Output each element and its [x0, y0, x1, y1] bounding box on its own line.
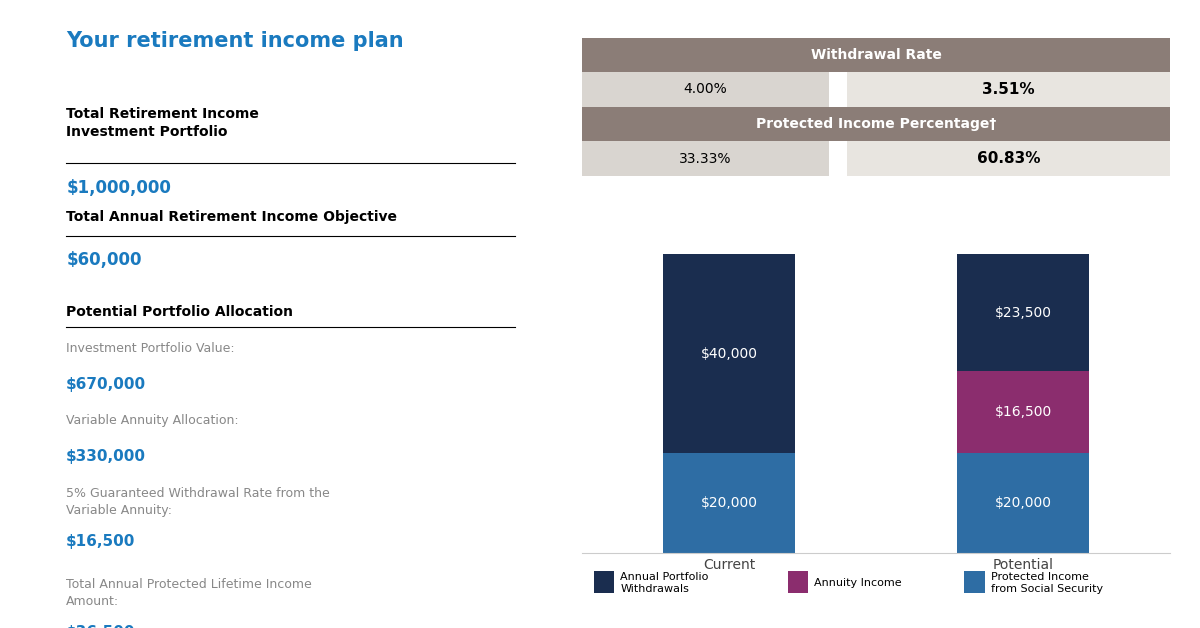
Text: Withdrawal Rate: Withdrawal Rate [810, 48, 942, 62]
FancyBboxPatch shape [847, 72, 1170, 107]
FancyBboxPatch shape [847, 141, 1170, 176]
FancyBboxPatch shape [594, 571, 614, 593]
FancyBboxPatch shape [582, 72, 829, 107]
Bar [956, 371, 1090, 453]
Bar [956, 254, 1090, 371]
Text: 3.51%: 3.51% [982, 82, 1034, 97]
FancyBboxPatch shape [787, 571, 809, 593]
Text: Potential Portfolio Allocation: Potential Portfolio Allocation [66, 305, 293, 318]
Text: Total Annual Protected Lifetime Income
Amount:: Total Annual Protected Lifetime Income A… [66, 578, 312, 608]
Bar [662, 453, 796, 553]
Bar [662, 254, 796, 453]
Text: Protected Income Percentage†: Protected Income Percentage† [756, 117, 996, 131]
FancyBboxPatch shape [582, 38, 1170, 72]
Text: Total Retirement Income
Investment Portfolio: Total Retirement Income Investment Portf… [66, 107, 259, 139]
Text: $330,000: $330,000 [66, 449, 146, 464]
Text: 33.33%: 33.33% [679, 151, 732, 166]
Text: $20,000: $20,000 [995, 496, 1051, 510]
Text: Your retirement income plan: Your retirement income plan [66, 31, 404, 51]
Bar [956, 453, 1090, 553]
FancyBboxPatch shape [582, 141, 829, 176]
Text: Investment Portfolio Value:: Investment Portfolio Value: [66, 342, 235, 355]
Text: $16,500: $16,500 [995, 405, 1051, 420]
FancyBboxPatch shape [829, 141, 847, 176]
Text: $1,000,000: $1,000,000 [66, 179, 172, 197]
Text: $36,500: $36,500 [66, 625, 136, 628]
FancyBboxPatch shape [965, 571, 985, 593]
Text: 4.00%: 4.00% [684, 82, 727, 97]
FancyBboxPatch shape [582, 107, 1170, 141]
Text: $23,500: $23,500 [995, 306, 1051, 320]
Text: Annuity Income: Annuity Income [815, 578, 902, 588]
Text: Variable Annuity Allocation:: Variable Annuity Allocation: [66, 414, 239, 428]
Text: $20,000: $20,000 [701, 496, 757, 510]
Text: Protected Income
from Social Security: Protected Income from Social Security [991, 571, 1103, 594]
FancyBboxPatch shape [829, 72, 847, 107]
Text: Annual Portfolio
Withdrawals: Annual Portfolio Withdrawals [620, 571, 708, 594]
Text: 5% Guaranteed Withdrawal Rate from the
Variable Annuity:: 5% Guaranteed Withdrawal Rate from the V… [66, 487, 330, 517]
Text: Total Annual Retirement Income Objective: Total Annual Retirement Income Objective [66, 210, 397, 224]
Text: 60.83%: 60.83% [977, 151, 1040, 166]
Text: $40,000: $40,000 [701, 347, 757, 360]
Text: $60,000: $60,000 [66, 251, 142, 269]
Text: $16,500: $16,500 [66, 534, 136, 549]
Text: $670,000: $670,000 [66, 377, 146, 392]
